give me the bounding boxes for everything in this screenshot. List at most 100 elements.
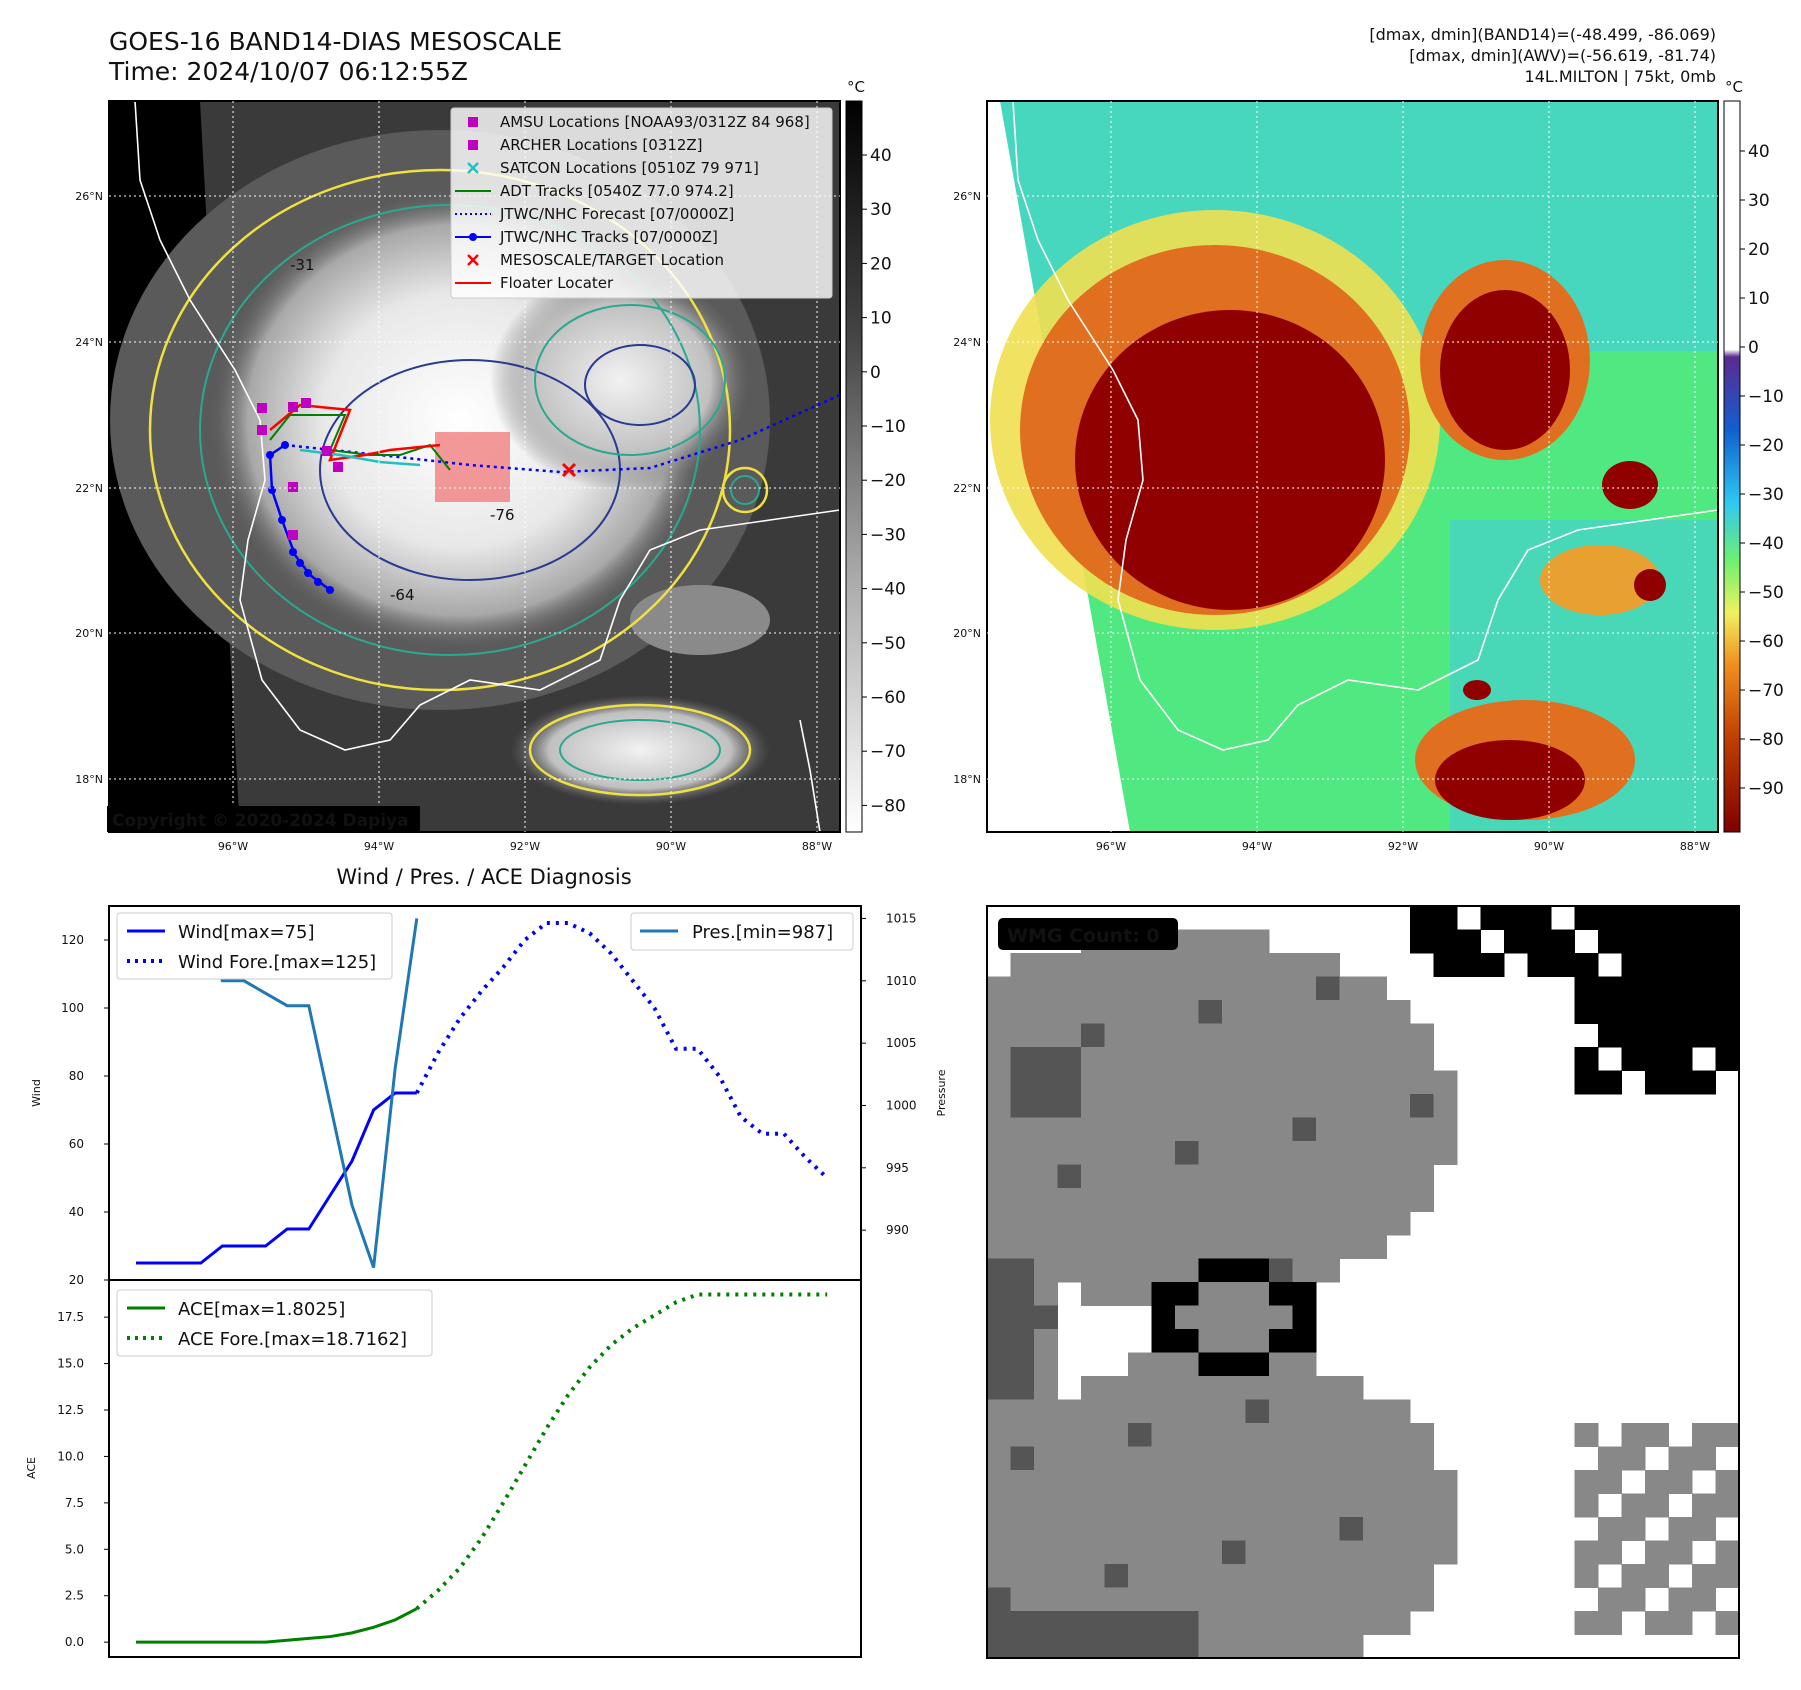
wmg-cell: [1339, 1470, 1364, 1494]
wmg-cell: [1104, 1141, 1129, 1165]
wmg-cell: [1316, 976, 1340, 1001]
pressure-tick-label: 1010: [886, 974, 917, 988]
wmg-cell: [1692, 953, 1716, 977]
wmg-cell: [1010, 1117, 1035, 1142]
wmg-cell: [1128, 1258, 1152, 1283]
wmg-cell: [1292, 1446, 1317, 1471]
legend-marker: [469, 233, 477, 241]
wmg-cell: [1081, 1023, 1105, 1048]
ir-lat-label: 22°N: [75, 482, 103, 495]
wmg-cell: [1269, 1117, 1293, 1142]
wmg-cell: [1010, 1047, 1035, 1071]
wmg-cell: [1363, 1493, 1387, 1518]
wmg-cell: [1128, 953, 1152, 977]
wmg-cell: [1010, 1305, 1035, 1330]
wmg-cell: [1645, 1611, 1669, 1635]
wmg-cell: [1034, 1564, 1058, 1588]
wmg-cell: [1081, 1399, 1105, 1424]
wmg-cell: [1598, 1470, 1622, 1494]
color-colorbar-tick-label: −20: [1748, 436, 1784, 456]
wmg-cell: [1128, 1376, 1152, 1400]
wmg-cell: [1010, 1352, 1035, 1377]
wmg-cell: [1104, 1423, 1129, 1447]
wmg-cell: [1175, 1470, 1199, 1494]
wmg-cell: [1339, 1611, 1364, 1635]
wmg-cell: [1245, 1211, 1270, 1236]
wmg-cell: [1339, 1141, 1364, 1165]
wmg-cell: [1222, 1540, 1246, 1565]
amsu-archer-markers: [257, 398, 343, 540]
diagnosis-title: Wind / Pres. / ACE Diagnosis: [336, 865, 631, 889]
wmg-cell: [1245, 1399, 1270, 1424]
wmg-cell: [987, 1070, 1011, 1095]
wmg-cell: [1057, 1188, 1082, 1212]
wmg-cell: [1292, 1329, 1317, 1353]
legend-marker: [468, 117, 478, 127]
wmg-cell: [1292, 1141, 1317, 1165]
wmg-cell: [1034, 1517, 1058, 1541]
wmg-cell: [1574, 1047, 1599, 1071]
color-colorbar-tick-label: −70: [1748, 681, 1784, 701]
wmg-cell: [1480, 906, 1505, 930]
wmg-cell: [987, 1399, 1011, 1424]
pressure-tick-label: 990: [886, 1223, 909, 1237]
wmg-cell: [1010, 1023, 1035, 1048]
wmg-cell: [1410, 1423, 1434, 1447]
wmg-cell: [1363, 1211, 1387, 1236]
wmg-cell: [1175, 1634, 1199, 1658]
wmg-cell: [1316, 1141, 1340, 1165]
wmg-cell: [1057, 953, 1082, 977]
ace-axes: [108, 1279, 862, 1658]
wmg-cell: [1269, 953, 1293, 977]
wmg-cell: [1410, 1564, 1434, 1588]
wmg-cell: [1645, 929, 1669, 954]
wmg-cell: [1551, 929, 1575, 954]
wmg-cell: [1574, 1470, 1599, 1494]
wmg-cell: [1692, 1564, 1716, 1588]
ace-tick-label: 7.5: [65, 1496, 84, 1510]
wmg-cell: [1433, 1141, 1458, 1165]
legend-label: ARCHER Locations [0312Z]: [500, 136, 703, 154]
wmg-cell: [987, 1564, 1011, 1588]
wmg-cell: [1222, 1211, 1246, 1236]
wmg-cell: [1151, 1376, 1176, 1400]
wmg-cell: [1151, 1611, 1176, 1635]
wmg-cell: [1269, 1188, 1293, 1212]
wmg-cell: [1410, 1540, 1434, 1565]
wmg-cell: [1175, 1211, 1199, 1236]
ir-colorbar-tick-label: −30: [870, 525, 906, 545]
wmg-cell: [1057, 1470, 1082, 1494]
wmg-cell: [1081, 1141, 1105, 1165]
wmg-cell: [1010, 1470, 1035, 1494]
wmg-cell: [1198, 1611, 1223, 1635]
wmg-cell: [1668, 1446, 1693, 1471]
wmg-cell: [1292, 1587, 1317, 1612]
wmg-cell: [1386, 1423, 1411, 1447]
storm-info: 14L.MILTON | 75kt, 0mb: [1525, 67, 1716, 86]
wmg-cell: [1104, 1470, 1129, 1494]
ir-colorbar-tick-label: −60: [870, 688, 906, 708]
ir-colorbar-tick-label: 10: [870, 309, 892, 329]
color-lat-label: 24°N: [953, 336, 981, 349]
wmg-cell: [1034, 1258, 1058, 1283]
wmg-cell: [1269, 1000, 1293, 1024]
wmg-cell: [1057, 1540, 1082, 1565]
wmg-cell: [1057, 976, 1082, 1001]
wmg-cell: [1010, 1376, 1035, 1400]
wmg-cell: [1104, 1282, 1129, 1306]
wmg-cell: [1363, 1164, 1387, 1189]
wmg-cell: [1269, 1141, 1293, 1165]
wmg-cell: [1198, 1047, 1223, 1071]
wmg-cell: [1645, 1540, 1669, 1565]
wmg-cell: [1316, 1564, 1340, 1588]
wmg-cell: [1151, 1070, 1176, 1095]
ir-colorbar-tick-label: −40: [870, 580, 906, 600]
legend-label: JTWC/NHC Forecast [07/0000Z]: [499, 205, 734, 223]
wmg-cell: [1198, 1094, 1223, 1118]
wmg-cell: [1175, 1282, 1199, 1306]
wmg-cell: [1598, 906, 1622, 930]
wmg-cell: [1034, 1634, 1058, 1658]
wmg-cell: [1292, 953, 1317, 977]
wmg-cell: [1034, 1352, 1058, 1377]
ir-colorbar-tick-label: −50: [870, 634, 906, 654]
